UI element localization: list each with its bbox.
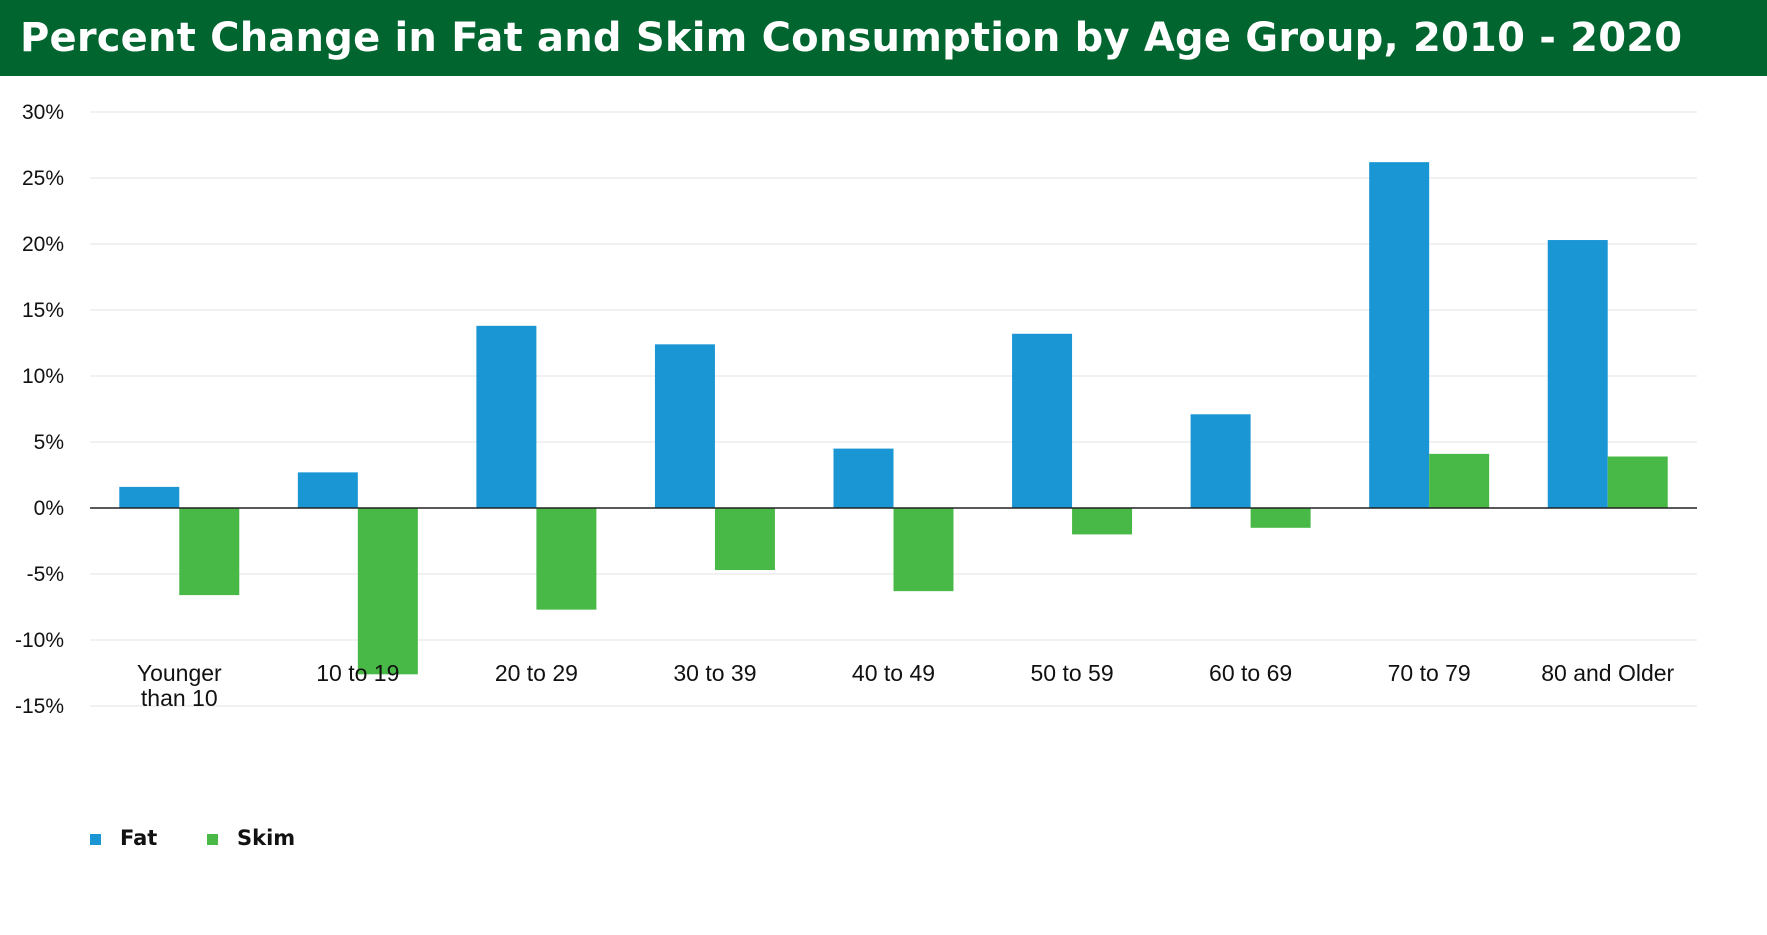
category-label: 80 and Older — [1541, 660, 1674, 686]
category-label: 50 to 59 — [1030, 660, 1113, 686]
category-label: 60 to 69 — [1209, 660, 1292, 686]
y-tick-label: 20% — [22, 233, 64, 256]
category-label-line: than 10 — [141, 685, 218, 711]
bar-skim — [357, 508, 418, 675]
legend-swatch-skim — [207, 834, 218, 845]
bar-fat — [654, 344, 715, 508]
category-label-line: 40 to 49 — [852, 660, 935, 686]
bar-fat — [1369, 162, 1430, 508]
legend-swatch-fat — [90, 834, 101, 845]
y-tick-label: 5% — [34, 431, 64, 454]
y-tick-label: -15% — [15, 695, 64, 718]
legend: Fat Skim — [90, 826, 295, 850]
y-tick-label: 30% — [22, 101, 64, 124]
category-label: 40 to 49 — [852, 660, 935, 686]
legend-label-skim: Skim — [237, 826, 295, 850]
bar-skim — [536, 508, 597, 610]
category-label-line: 70 to 79 — [1388, 660, 1471, 686]
category-label-line: 10 to 19 — [316, 660, 399, 686]
category-label-line: 30 to 39 — [673, 660, 756, 686]
bar-fat — [833, 448, 894, 508]
bar-skim — [1250, 508, 1311, 528]
bar-fat — [476, 325, 537, 508]
y-tick-label: -10% — [15, 629, 64, 652]
bar-chart: 30% 25% 20% 15% 10% 5% 0% -5% -10% -15% Younger th… — [15, 101, 1697, 850]
bar-fat — [1012, 333, 1073, 508]
category-label: 70 to 79 — [1388, 660, 1471, 686]
bar-fat — [1547, 240, 1608, 509]
bar-fat — [119, 486, 180, 508]
y-tick-label: 10% — [22, 365, 64, 388]
category-label-line: Younger — [137, 660, 222, 686]
category-label-line: 60 to 69 — [1209, 660, 1292, 686]
y-tick-label: 0% — [34, 497, 64, 520]
bar-fat — [1190, 414, 1251, 508]
category-label-line: 50 to 59 — [1030, 660, 1113, 686]
category-label-line: 20 to 29 — [495, 660, 578, 686]
x-axis-categories: Younger than 10 10 to 19 20 to 29 30 to 39 40… — [137, 660, 1675, 711]
category-label: 30 to 39 — [673, 660, 756, 686]
bar-skim — [179, 508, 240, 596]
y-tick-label: 15% — [22, 299, 64, 322]
bars — [119, 162, 1668, 675]
y-axis-ticks: 30% 25% 20% 15% 10% 5% 0% -5% -10% -15% — [15, 101, 64, 718]
title-bar: Percent Change in Fat and Skim Consumpti… — [0, 0, 1767, 76]
bar-skim — [1607, 456, 1668, 508]
category-label-line: 80 and Older — [1541, 660, 1674, 686]
bar-skim — [1072, 508, 1133, 535]
bar-skim — [714, 508, 775, 571]
bar-skim — [1429, 453, 1490, 508]
gridlines — [90, 111, 1697, 707]
bar-skim — [893, 508, 954, 592]
legend-label-fat: Fat — [120, 826, 157, 850]
y-tick-label: -5% — [27, 563, 64, 586]
bar-fat — [297, 472, 358, 508]
category-label: 10 to 19 — [316, 660, 399, 686]
category-label: Younger than 10 — [137, 660, 222, 711]
y-tick-label: 25% — [22, 167, 64, 190]
chart-title: Percent Change in Fat and Skim Consumpti… — [20, 15, 1683, 61]
category-label: 20 to 29 — [495, 660, 578, 686]
